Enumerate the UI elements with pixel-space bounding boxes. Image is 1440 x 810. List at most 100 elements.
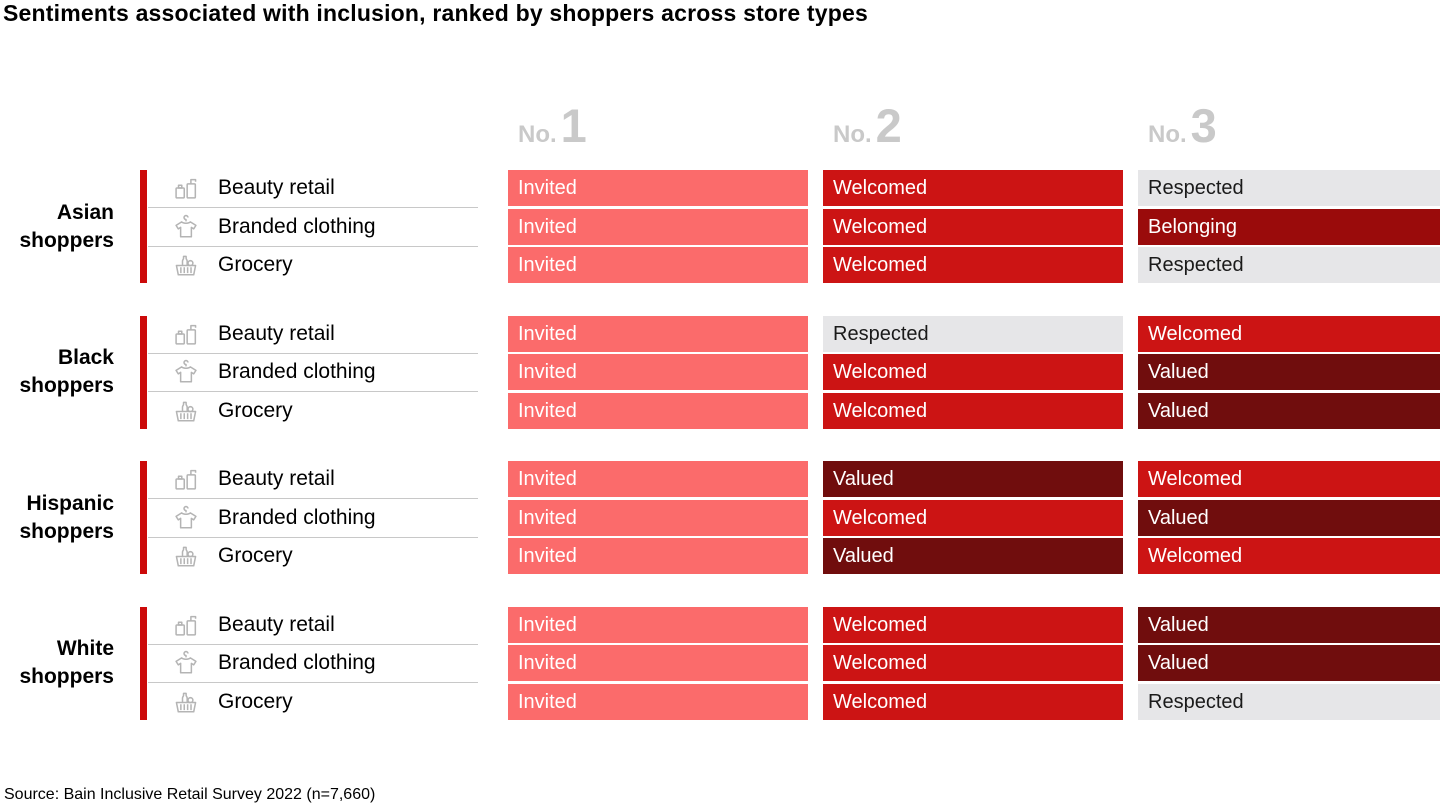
store-type-label: Grocery xyxy=(218,544,293,567)
rank-3-cell: Valued xyxy=(1138,606,1440,643)
tshirt-hanger-icon xyxy=(172,649,200,677)
store-row-label: Branded clothing xyxy=(148,500,478,536)
rank-1-cell: Invited xyxy=(508,606,808,643)
store-type-label: Branded clothing xyxy=(218,651,376,674)
group-accent-bar xyxy=(140,170,147,283)
rank-2-cell: Valued xyxy=(823,461,1123,497)
rank-2-cell: Welcomed xyxy=(823,683,1123,720)
rank-2-cell: Welcomed xyxy=(823,645,1123,681)
row-divider xyxy=(148,682,478,683)
rank-1-cell: Invited xyxy=(508,499,808,536)
rank-1-cell: Invited xyxy=(508,392,808,429)
rank-1-cell: Invited xyxy=(508,315,808,352)
shopper-group-label-line2: shoppers xyxy=(19,665,114,688)
store-row-label: Grocery xyxy=(148,538,478,574)
tshirt-hanger-icon xyxy=(172,504,200,532)
store-row-label: Beauty retail xyxy=(148,170,478,206)
column-header-2: No. 2 xyxy=(833,98,902,152)
store-row-label: Branded clothing xyxy=(148,354,478,390)
rank-3-cell: Belonging xyxy=(1138,208,1440,245)
rank-3-cell: Welcomed xyxy=(1138,461,1440,497)
rank-1-cell: Invited xyxy=(508,538,808,574)
beauty-products-icon xyxy=(172,174,200,202)
grocery-basket-icon xyxy=(172,397,200,425)
store-row-label: Branded clothing xyxy=(148,645,478,681)
column-header-number: 2 xyxy=(875,99,902,152)
beauty-products-icon xyxy=(172,611,200,639)
column-header-prefix: No. xyxy=(518,121,557,148)
row-divider xyxy=(148,536,478,538)
rank-2-cell: Welcomed xyxy=(823,247,1123,283)
column-header-prefix: No. xyxy=(833,121,872,148)
store-type-label: Beauty retail xyxy=(218,612,335,636)
column-header-number: 3 xyxy=(1190,99,1217,152)
shopper-group-label: White shoppers xyxy=(0,635,114,691)
chart-title: Sentiments associated with inclusion, ra… xyxy=(3,0,868,26)
rank-3-cell: Valued xyxy=(1138,354,1440,390)
rank-2-cell: Welcomed xyxy=(823,354,1123,390)
row-divider xyxy=(148,643,478,645)
rank-3-cell: Valued xyxy=(1138,645,1440,681)
shopper-group-label-line1: Hispanic xyxy=(26,491,114,515)
store-row-label: Grocery xyxy=(148,684,478,720)
rank-1-cell: Invited xyxy=(508,247,808,283)
store-row-label: Beauty retail xyxy=(148,461,478,497)
store-type-label: Branded clothing xyxy=(218,214,376,238)
rank-3-cell: Welcomed xyxy=(1138,538,1440,574)
shopper-group-asian-shoppers: Asian shoppers Beauty retail Invited Welcome… xyxy=(0,170,1440,283)
rank-3-cell: Welcomed xyxy=(1138,315,1440,352)
store-type-label: Grocery xyxy=(218,689,293,713)
rank-2-cell: Welcomed xyxy=(823,392,1123,429)
store-type-label: Branded clothing xyxy=(218,360,376,383)
grocery-basket-icon xyxy=(172,542,200,570)
tshirt-hanger-icon xyxy=(172,358,200,386)
rank-3-cell: Valued xyxy=(1138,392,1440,429)
row-divider xyxy=(148,207,478,208)
shopper-group-white-shoppers: White shoppers Beauty retail Invited Welcome… xyxy=(0,606,1440,720)
rank-2-cell: Valued xyxy=(823,538,1123,574)
row-divider xyxy=(148,391,478,392)
shopper-group-black-shoppers: Black shoppers Beauty retail Invited Respect… xyxy=(0,315,1440,429)
store-row-label: Branded clothing xyxy=(148,209,478,245)
store-row-label: Beauty retail xyxy=(148,316,478,352)
row-divider xyxy=(148,245,478,247)
rank-2-cell: Welcomed xyxy=(823,499,1123,536)
beauty-products-icon xyxy=(172,465,200,493)
shopper-group-label: Black shoppers xyxy=(0,344,114,400)
shopper-group-label-line2: shoppers xyxy=(19,519,114,543)
rank-1-cell: Invited xyxy=(508,683,808,720)
column-header-number: 1 xyxy=(560,99,587,152)
column-header-1: No. 1 xyxy=(518,98,587,152)
rank-2-cell: Welcomed xyxy=(823,606,1123,643)
tshirt-hanger-icon xyxy=(172,213,200,241)
rank-3-cell: Respected xyxy=(1138,247,1440,283)
store-row-label: Beauty retail xyxy=(148,607,478,643)
group-accent-bar xyxy=(140,606,147,720)
shopper-group-label: Asian shoppers xyxy=(0,199,114,255)
grocery-basket-icon xyxy=(172,688,200,716)
source-note: Source: Bain Inclusive Retail Survey 202… xyxy=(4,786,376,803)
shopper-group-label-line2: shoppers xyxy=(19,228,114,252)
column-header-prefix: No. xyxy=(1148,121,1187,148)
store-type-label: Grocery xyxy=(218,253,293,276)
store-type-label: Branded clothing xyxy=(218,505,376,529)
rank-1-cell: Invited xyxy=(508,170,808,206)
shopper-group-label-line1: Asian xyxy=(56,200,114,224)
grocery-basket-icon xyxy=(172,251,200,279)
shopper-group-label-line1: Black xyxy=(57,346,114,369)
rank-1-cell: Invited xyxy=(508,354,808,390)
rank-2-cell: Welcomed xyxy=(823,208,1123,245)
store-type-label: Beauty retail xyxy=(218,467,335,490)
store-type-label: Beauty retail xyxy=(218,176,335,199)
rank-3-cell: Respected xyxy=(1138,683,1440,720)
store-row-label: Grocery xyxy=(148,393,478,429)
row-divider xyxy=(148,352,478,354)
rank-1-cell: Invited xyxy=(508,645,808,681)
store-type-label: Beauty retail xyxy=(218,321,335,345)
rank-3-cell: Respected xyxy=(1138,170,1440,206)
group-accent-bar xyxy=(140,461,147,574)
store-type-label: Grocery xyxy=(218,398,293,422)
beauty-products-icon xyxy=(172,320,200,348)
rank-2-cell: Welcomed xyxy=(823,170,1123,206)
